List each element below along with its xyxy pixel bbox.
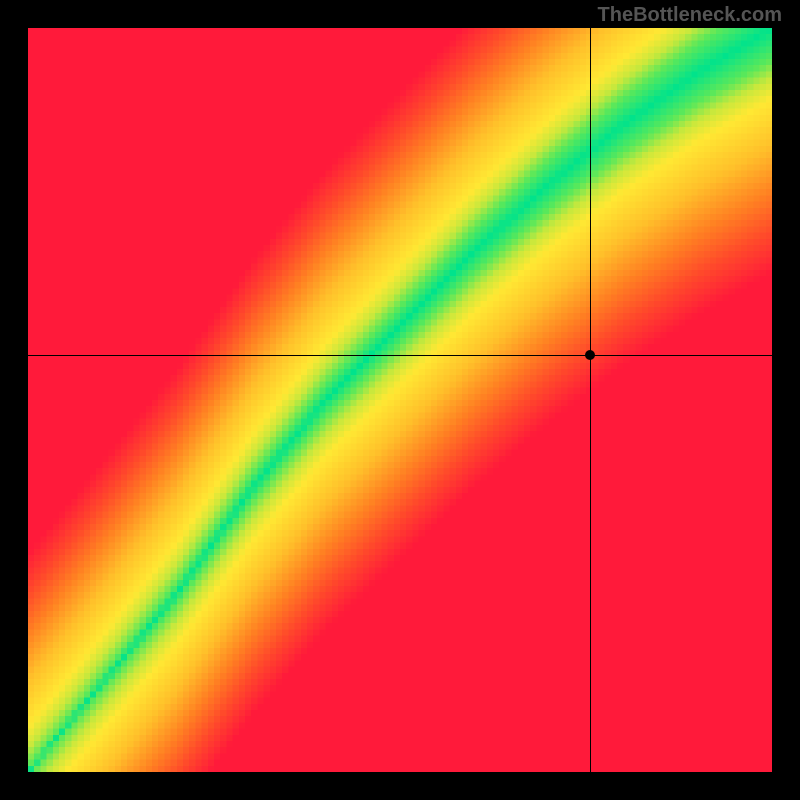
crosshair-vertical <box>590 28 591 772</box>
crosshair-horizontal <box>28 355 772 356</box>
data-point-marker <box>585 350 595 360</box>
heatmap-plot <box>28 28 772 772</box>
watermark-text: TheBottleneck.com <box>598 4 782 27</box>
heatmap-canvas <box>28 28 772 772</box>
